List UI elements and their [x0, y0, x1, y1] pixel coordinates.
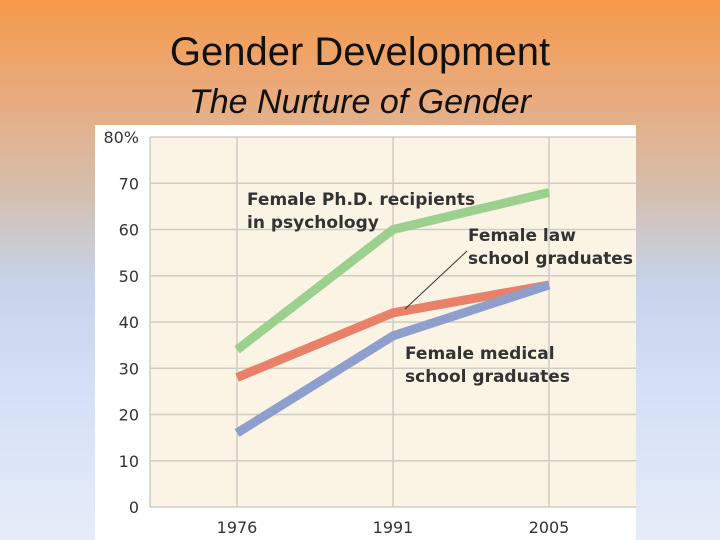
y-tick-label: 60	[119, 221, 139, 240]
series-annotation-3: Female medical school graduates	[405, 344, 570, 387]
slide-title: Gender Development	[169, 30, 551, 74]
y-tick-label: 30	[119, 359, 139, 378]
series-line-1	[234, 188, 551, 354]
y-tick-label: 80%	[103, 128, 139, 147]
series-annotation-2: Female law school graduates	[468, 226, 633, 269]
y-tick-label: 40	[119, 313, 139, 332]
series-annotation-1: Female Ph.D. recipients in psychology	[247, 190, 475, 233]
x-tick-label: 1976	[217, 518, 258, 537]
x-tick-label: 1991	[373, 518, 414, 537]
series-line-2	[235, 280, 550, 382]
line-chart: 0 10 20 30 40 50 60 70 80% 1976 1991 2005 Female Ph.…	[95, 125, 636, 540]
y-tick-label: 10	[119, 452, 139, 471]
slide-subtitle: The Nurture of Gender	[188, 83, 532, 121]
series-line-3	[234, 280, 551, 437]
annotation-leader-line	[404, 250, 468, 310]
x-tick-label: 2005	[529, 518, 570, 537]
y-tick-label: 70	[119, 174, 139, 193]
y-tick-label: 20	[119, 406, 139, 425]
y-tick-label: 0	[129, 498, 139, 517]
y-tick-label: 50	[119, 267, 139, 286]
